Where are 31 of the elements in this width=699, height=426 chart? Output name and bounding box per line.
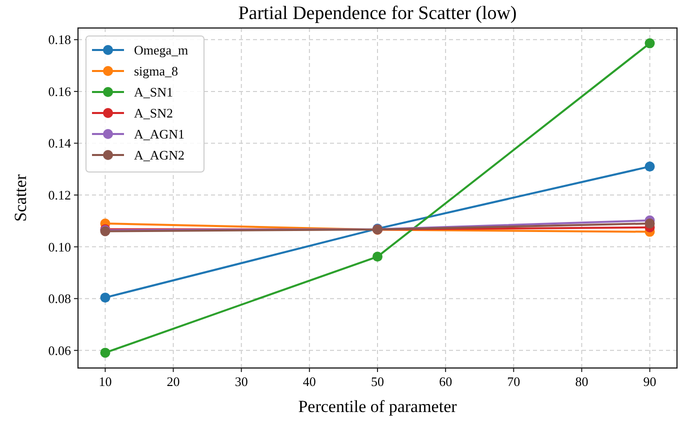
y-axis-title: Scatter: [11, 174, 30, 222]
x-tick-label: 10: [98, 374, 112, 389]
x-tick-label: 90: [643, 374, 656, 389]
point: [644, 38, 655, 48]
chart-title: Partial Dependence for Scatter (low): [238, 3, 517, 24]
y-tick-label: 0.18: [48, 32, 71, 48]
y-tick-label: 0.16: [48, 84, 72, 99]
legend-label: A_AGN2: [134, 148, 185, 162]
legend-label: A_SN1: [134, 84, 174, 100]
x-axis-title: Percentile of parameter: [298, 397, 458, 416]
x-tick-label: 80: [575, 374, 588, 389]
legend-label: A_AGN1: [134, 126, 185, 142]
x-tick-label: 70: [507, 374, 520, 389]
legend-label: sigma_8: [134, 64, 178, 78]
x-tick-label: 40: [302, 374, 316, 389]
x-tick-label: 60: [439, 374, 452, 389]
y-tick-label: 0.14: [48, 136, 72, 151]
point: [644, 218, 655, 229]
legend-label: A_SN2: [134, 106, 174, 120]
x-tick-label: 30: [234, 374, 248, 389]
y-tick-label: 0.12: [48, 188, 71, 203]
x-tick-label: 50: [371, 374, 384, 389]
y-tick-label: 0.10: [48, 239, 71, 254]
y-tick-label: 0.08: [48, 291, 71, 306]
point: [372, 252, 382, 262]
x-tick-label: 20: [166, 374, 180, 389]
point: [100, 348, 110, 358]
legend-label: Omega_m: [134, 42, 188, 58]
y-tick-label: 0.06: [48, 342, 72, 358]
point: [644, 162, 655, 172]
point: [100, 292, 110, 303]
